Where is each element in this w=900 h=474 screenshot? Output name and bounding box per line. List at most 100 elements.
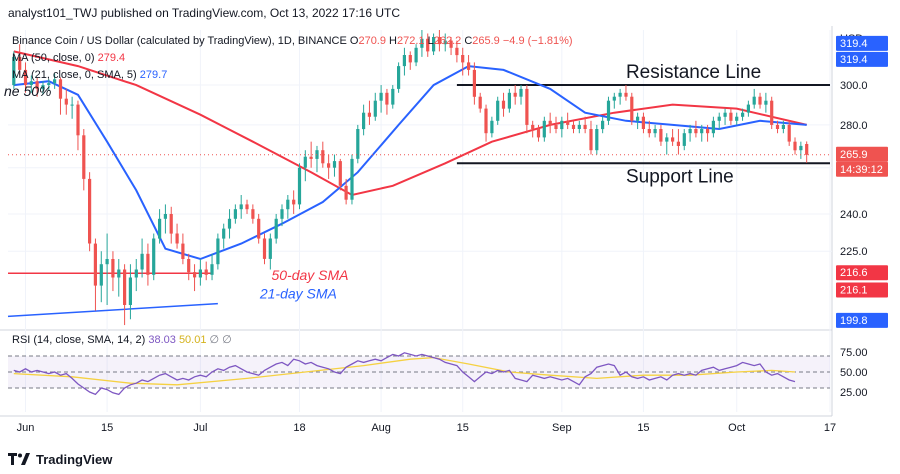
- candle[interactable]: [193, 264, 197, 292]
- candle[interactable]: [373, 92, 377, 121]
- price-axis-background[interactable]: [833, 26, 900, 416]
- candle[interactable]: [606, 96, 611, 125]
- candle[interactable]: [711, 116, 715, 138]
- candle[interactable]: [29, 75, 33, 93]
- candle[interactable]: [47, 79, 51, 91]
- candle[interactable]: [531, 120, 535, 138]
- candle[interactable]: [741, 108, 745, 121]
- candle[interactable]: [286, 195, 290, 219]
- candle[interactable]: [501, 92, 506, 117]
- candle[interactable]: [805, 141, 809, 163]
- candle[interactable]: [682, 129, 686, 151]
- candle[interactable]: [227, 209, 232, 239]
- candle[interactable]: [706, 124, 710, 142]
- candle[interactable]: [233, 204, 237, 224]
- candle[interactable]: [472, 62, 476, 105]
- candle[interactable]: [601, 116, 605, 134]
- candle[interactable]: [18, 44, 22, 76]
- candle[interactable]: [53, 73, 57, 89]
- candle[interactable]: [350, 154, 354, 205]
- candle[interactable]: [583, 116, 587, 134]
- candle[interactable]: [64, 88, 68, 115]
- candle[interactable]: [274, 213, 278, 244]
- candle[interactable]: [204, 261, 208, 281]
- candle[interactable]: [589, 120, 593, 155]
- candle[interactable]: [636, 112, 640, 130]
- candle[interactable]: [536, 124, 541, 142]
- candle[interactable]: [746, 100, 750, 117]
- candle[interactable]: [490, 116, 494, 138]
- candle[interactable]: [344, 178, 348, 205]
- candle[interactable]: [181, 233, 185, 265]
- candle[interactable]: [385, 88, 389, 115]
- candle[interactable]: [432, 33, 436, 56]
- candle[interactable]: [787, 120, 791, 146]
- candle[interactable]: [245, 199, 249, 214]
- candle[interactable]: [443, 33, 447, 52]
- candle[interactable]: [367, 100, 371, 125]
- candle[interactable]: [560, 116, 564, 138]
- candle[interactable]: [134, 258, 138, 292]
- candle[interactable]: [251, 204, 255, 224]
- candle[interactable]: [519, 85, 523, 105]
- sma21-trend-line[interactable]: [7, 302, 218, 318]
- candle[interactable]: [723, 108, 727, 125]
- candle[interactable]: [163, 204, 167, 234]
- candle[interactable]: [402, 47, 406, 76]
- candle[interactable]: [595, 124, 599, 155]
- candle[interactable]: [676, 129, 680, 155]
- time-axis[interactable]: Jun 15 Jul 18 Aug 15 Sep 15 Oct 17: [17, 422, 837, 434]
- candle[interactable]: [566, 112, 570, 130]
- candle[interactable]: [461, 47, 465, 76]
- candle[interactable]: [507, 88, 511, 113]
- candle[interactable]: [659, 124, 663, 146]
- candle[interactable]: [332, 154, 337, 177]
- candle[interactable]: [426, 33, 430, 57]
- candle[interactable]: [216, 233, 220, 270]
- candle[interactable]: [82, 129, 86, 191]
- candle[interactable]: [268, 233, 272, 270]
- candle[interactable]: [653, 124, 657, 138]
- chart-canvas[interactable]: Resistance Line Support Line 50-day SMA 21-…: [0, 26, 900, 446]
- candle[interactable]: [554, 116, 558, 134]
- candle[interactable]: [99, 251, 103, 303]
- candle[interactable]: [525, 85, 529, 134]
- candle[interactable]: [187, 253, 191, 281]
- candle[interactable]: [158, 209, 162, 244]
- candle[interactable]: [641, 112, 645, 134]
- candle[interactable]: [117, 258, 121, 297]
- candle[interactable]: [694, 120, 698, 138]
- candle[interactable]: [496, 96, 500, 125]
- candle[interactable]: [770, 96, 774, 130]
- candle[interactable]: [257, 213, 261, 244]
- candle[interactable]: [455, 40, 459, 63]
- candle[interactable]: [764, 92, 768, 113]
- candle[interactable]: [630, 92, 634, 125]
- candle[interactable]: [222, 223, 226, 249]
- candle[interactable]: [41, 81, 45, 95]
- candle[interactable]: [420, 30, 424, 57]
- candle[interactable]: [175, 223, 179, 249]
- candle[interactable]: [542, 116, 546, 142]
- candle[interactable]: [408, 51, 412, 70]
- candle[interactable]: [12, 51, 16, 89]
- candle[interactable]: [321, 141, 325, 168]
- candle[interactable]: [775, 120, 780, 134]
- candle[interactable]: [262, 233, 267, 265]
- candle[interactable]: [210, 253, 214, 281]
- candle[interactable]: [88, 172, 92, 252]
- candle[interactable]: [717, 112, 721, 130]
- candle[interactable]: [700, 124, 704, 142]
- candle[interactable]: [297, 163, 302, 210]
- candle[interactable]: [146, 243, 150, 286]
- candle[interactable]: [624, 85, 628, 101]
- candle[interactable]: [397, 62, 401, 93]
- candle[interactable]: [577, 120, 581, 134]
- candle[interactable]: [688, 124, 692, 142]
- candle[interactable]: [618, 88, 622, 105]
- candle[interactable]: [612, 92, 616, 109]
- candle[interactable]: [356, 124, 360, 164]
- candle[interactable]: [781, 120, 785, 134]
- candle[interactable]: [752, 88, 756, 109]
- candle[interactable]: [140, 238, 144, 278]
